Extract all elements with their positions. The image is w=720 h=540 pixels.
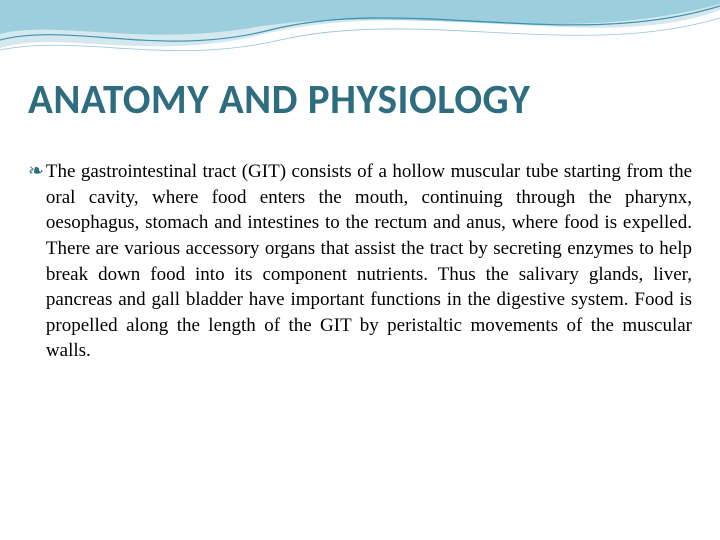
body-paragraph: ❧ The gastrointestinal tract (GIT) consi…: [28, 159, 692, 364]
body-text: The gastrointestinal tract (GIT) consist…: [46, 159, 692, 364]
slide-content: ANATOMY AND PHYSIOLOGY ❧ The gastrointes…: [28, 75, 692, 364]
bullet-icon: ❧: [28, 159, 44, 185]
slide-title: ANATOMY AND PHYSIOLOGY: [28, 75, 692, 125]
bullet-item: ❧ The gastrointestinal tract (GIT) consi…: [28, 159, 692, 364]
